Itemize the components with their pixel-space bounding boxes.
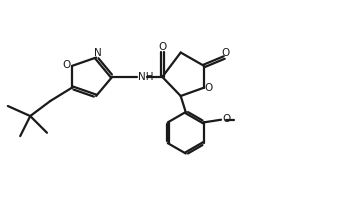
Text: O: O xyxy=(63,60,71,70)
Text: O: O xyxy=(159,42,167,52)
Text: O: O xyxy=(205,83,213,93)
Text: NH: NH xyxy=(138,72,153,82)
Text: O: O xyxy=(221,48,229,58)
Text: N: N xyxy=(94,48,101,58)
Text: O: O xyxy=(222,114,230,124)
